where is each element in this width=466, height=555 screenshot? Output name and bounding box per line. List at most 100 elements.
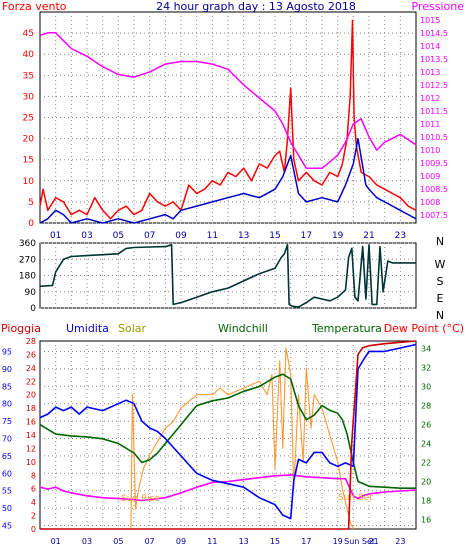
wind-tick-label: 40 [23, 50, 35, 60]
legend-entry: Umidita [66, 322, 109, 335]
direction-tick-label: 270 [19, 255, 36, 265]
pressure-tick-label: 1007.5 [420, 211, 448, 220]
chart-title: 24 hour graph day : 13 Agosto 2018 [156, 0, 356, 13]
temperature-tick-label: 24 [421, 440, 431, 449]
rain-tick-label: 8 [31, 471, 36, 480]
sun-set-annotation: Sun Set [338, 493, 373, 503]
wind-direction-series [39, 244, 416, 308]
pressure-axis-label: Pressione [412, 0, 465, 13]
compass-letter: N [436, 309, 444, 322]
wind-pressure-grid [40, 12, 416, 224]
humidity-tick-label: 85 [2, 382, 12, 391]
pressure-tick-label: 1012 [420, 94, 440, 103]
x-tick-label: 05 [113, 231, 124, 241]
temperature-axis-ticks: 16 18 20 22 24 26 28 30 32 34 [421, 345, 431, 525]
x-tick-label: 15 [269, 231, 280, 241]
wind-axis-ticks: 0 5 10 15 20 25 30 35 40 45 [23, 29, 35, 229]
solar-series [40, 347, 354, 530]
temperature-humidity-grid [40, 341, 416, 529]
temperature-humidity-series [39, 340, 417, 530]
wind-tick-label: 0 [28, 219, 34, 229]
rain-tick-label: 0 [31, 525, 36, 534]
rain-tick-label: 6 [31, 485, 36, 494]
gust-series [39, 137, 417, 224]
x-tick-label: 19 [332, 231, 344, 241]
x-tick-label: 03 [81, 231, 92, 241]
x-tick-label: 01 [51, 537, 61, 546]
legend-entry: Solar [118, 322, 147, 335]
wind-tick-label: 35 [23, 71, 34, 81]
temperature-tick-label: 20 [421, 478, 431, 487]
humidity-tick-label: 55 [2, 487, 12, 496]
legend-entry: Pioggia [1, 322, 41, 335]
humidity-axis-ticks: 45 50 55 60 65 70 75 80 85 90 95 [2, 347, 12, 530]
x-tick-label: 01 [50, 231, 61, 241]
temperature-tick-label: 26 [421, 421, 431, 430]
humidity-tick-label: 45 [2, 522, 12, 531]
x-tick-label: 23 [395, 537, 405, 546]
x-tick-label: 23 [395, 231, 406, 241]
humidity-tick-label: 95 [2, 347, 12, 356]
pressure-tick-label: 1009 [420, 172, 440, 181]
rain-tick-label: 2 [31, 512, 36, 521]
pressure-tick-label: 1011.5 [420, 107, 448, 116]
x-tick-label: 07 [145, 537, 155, 546]
x-tick-label: 05 [113, 537, 123, 546]
dewpoint-series [39, 474, 417, 502]
legend-entry: Temperatura [311, 322, 382, 335]
pressure-tick-label: 1011 [420, 120, 440, 129]
rain-tick-label: 28 [26, 337, 36, 346]
compass-letter: E [437, 292, 444, 305]
rain-tick-label: 24 [26, 364, 36, 373]
wind-direction-series [39, 244, 416, 308]
wind-tick-label: 45 [23, 29, 34, 39]
temperature-tick-label: 34 [421, 345, 431, 354]
pressure-tick-label: 1010 [420, 146, 440, 155]
x-tick-label: 21 [363, 231, 374, 241]
humidity-tick-label: 75 [2, 417, 12, 426]
legend-entry: Dew Point (°C) [384, 322, 464, 335]
pressure-tick-label: 1013 [420, 68, 440, 77]
wind-axis-label: Forza vento [2, 0, 67, 13]
humidity-tick-label: 65 [2, 452, 12, 461]
humidity-tick-label: 80 [2, 400, 12, 409]
x-tick-label: 11 [207, 231, 218, 241]
compass-letter: W [435, 258, 446, 271]
temperature-tick-label: 30 [421, 383, 431, 392]
compass-letter: N [436, 235, 444, 248]
pressure-tick-label: 1010.5 [420, 133, 448, 142]
rain-tick-label: 4 [31, 498, 36, 507]
temperature-tick-label: 32 [421, 364, 431, 373]
x-tick-label: 11 [207, 537, 217, 546]
rain-tick-label: 12 [26, 444, 36, 453]
pressure-tick-label: 1013.5 [420, 55, 448, 64]
direction-tick-label: 180 [19, 272, 36, 282]
wind-direction-grid [40, 242, 416, 309]
temperature-tick-label: 18 [421, 497, 431, 506]
x-tick-label: 07 [144, 231, 155, 241]
rain-tick-label: 16 [26, 418, 36, 427]
temperature-tick-label: 16 [421, 516, 431, 525]
wind-tick-label: 10 [23, 177, 35, 187]
x-tick-label: 09 [175, 231, 187, 241]
wind-tick-label: 20 [23, 135, 35, 145]
humidity-tick-label: 90 [2, 365, 12, 374]
pressure-series [39, 32, 417, 170]
x-tick-label: 21 [369, 537, 379, 546]
pressure-tick-label: 1015 [420, 16, 440, 25]
x-tick-label: 19 [333, 537, 343, 546]
x-tick-label: Sun Set [344, 537, 375, 546]
x-tick-label: 13 [238, 231, 249, 241]
x-tick-label: 03 [82, 537, 92, 546]
pressure-tick-label: 1008.5 [420, 185, 448, 194]
x-tick-label: 09 [176, 537, 186, 546]
rain-tick-label: 18 [26, 404, 36, 413]
pressure-tick-label: 1014.5 [420, 29, 448, 38]
legend-entry: Windchill [218, 322, 268, 335]
pressure-tick-label: 1012.5 [420, 81, 448, 90]
wind-pressure-series [39, 19, 417, 224]
